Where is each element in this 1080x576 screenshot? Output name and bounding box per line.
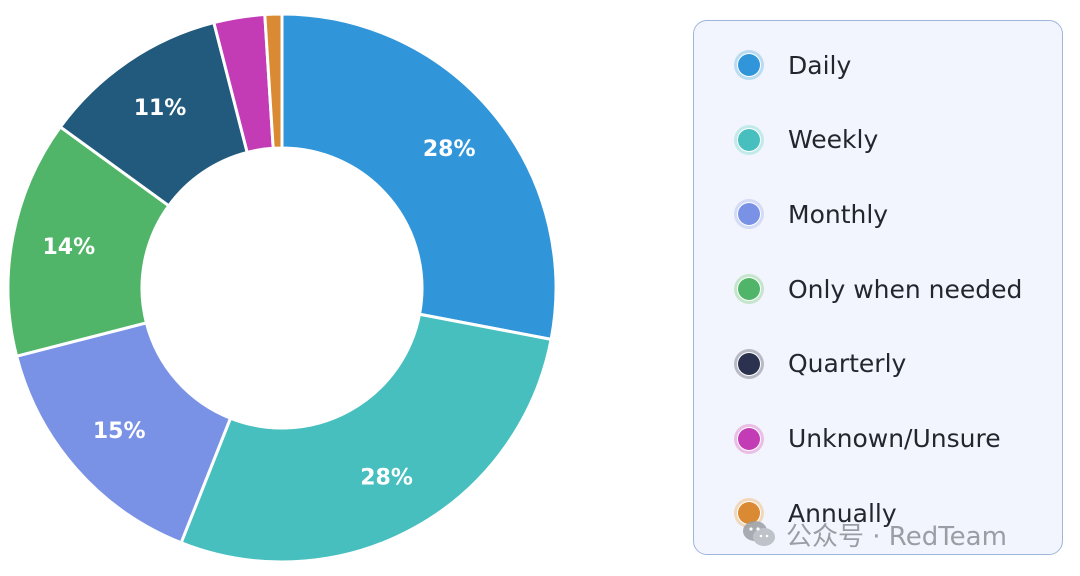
legend-dot-icon — [738, 427, 760, 450]
legend-dot-icon — [738, 128, 760, 151]
legend-item-unknown-unsure[interactable]: Unknown/Unsure — [734, 419, 1001, 459]
legend-dot-icon — [738, 352, 760, 375]
legend-dot-icon — [738, 203, 760, 226]
wechat-icon — [743, 521, 775, 546]
legend-dot-icon — [738, 278, 760, 301]
slice-annually[interactable] — [263, 12, 284, 150]
slice-label-weekly: 28% — [360, 466, 413, 491]
legend-label: Annually — [788, 498, 897, 528]
legend-marker-icon — [734, 274, 764, 305]
legend-label: Monthly — [788, 199, 889, 229]
legend-dot-icon — [738, 502, 760, 525]
legend-label: Weekly — [788, 125, 879, 155]
slice-only-when-needed[interactable] — [6, 125, 171, 358]
legend-marker-icon — [734, 199, 764, 230]
legend-marker-icon — [734, 348, 764, 379]
legend-marker-icon — [734, 50, 764, 80]
legend-marker-icon — [734, 423, 764, 454]
watermark-text: 公众号 · RedTeam — [786, 521, 1007, 552]
slice-label-daily: 28% — [423, 137, 476, 162]
legend: Daily Weekly Monthly Only when needed Quarte… — [693, 20, 1063, 555]
legend-item-daily[interactable]: Daily — [734, 45, 851, 85]
legend-item-quarterly[interactable]: Quarterly — [734, 344, 906, 384]
watermark: 公众号 · RedTeam — [742, 516, 1007, 552]
legend-item-weekly[interactable]: Weekly — [734, 120, 878, 160]
legend-item-monthly[interactable]: Monthly — [734, 194, 888, 234]
legend-dot-icon — [738, 54, 760, 76]
slice-label-quarterly: 11% — [134, 96, 187, 121]
legend-item-only-when-needed[interactable]: Only when needed — [734, 269, 1022, 309]
donut-chart: 28% 28% 15% 14% 11% — [6, 12, 558, 564]
legend-label: Only when needed — [788, 274, 1023, 304]
slice-daily[interactable] — [280, 12, 558, 341]
legend-label: Quarterly — [788, 349, 907, 379]
slice-monthly[interactable] — [15, 321, 232, 545]
slice-label-only-when-needed: 14% — [43, 235, 96, 260]
slice-weekly[interactable] — [179, 312, 553, 564]
legend-label: Daily — [788, 50, 852, 80]
legend-marker-icon — [734, 124, 764, 155]
slice-label-monthly: 15% — [93, 419, 146, 444]
legend-label: Unknown/Unsure — [788, 424, 1001, 453]
